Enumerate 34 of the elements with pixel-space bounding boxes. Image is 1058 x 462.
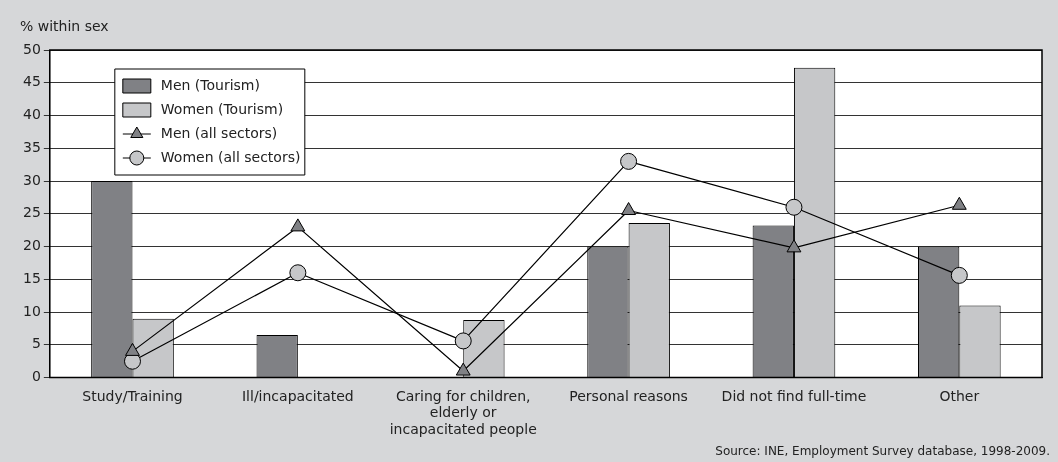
point <box>620 152 638 170</box>
y-tick-label: 0 <box>31 368 41 385</box>
point <box>289 264 307 282</box>
point <box>125 342 140 356</box>
legend-label: Men (all sectors) <box>160 124 278 141</box>
point <box>621 202 637 216</box>
y-tick-label: 10 <box>22 302 41 319</box>
y-tick-label: 40 <box>22 106 41 123</box>
y-tick-label: 50 <box>22 40 41 57</box>
x-tick-label: Ill/incapacitated <box>241 387 354 404</box>
legend-label: Men (Tourism) <box>160 76 260 93</box>
point <box>950 266 968 284</box>
y-tick-label: 30 <box>22 171 41 188</box>
y-tick-label: 25 <box>22 204 41 221</box>
point <box>290 218 306 232</box>
point <box>454 332 472 350</box>
y-tick-label: 20 <box>22 237 41 254</box>
source-note: Source: INE, Employment Survey database, 1998-2009. <box>715 444 1050 459</box>
x-tick-label: Personal reasons <box>569 387 688 404</box>
y-tick-label: 15 <box>22 269 41 286</box>
x-tick-label: Did not find full-time <box>721 387 867 404</box>
x-tick-label: Other <box>939 387 980 404</box>
point <box>455 362 471 376</box>
legend-label: Women (Tourism) <box>160 100 284 117</box>
y-axis-title: % within sex <box>20 17 109 34</box>
legend-label: Women (all sectors) <box>160 148 301 165</box>
point <box>785 198 803 216</box>
y-tick-label: 45 <box>22 73 41 90</box>
point <box>951 196 967 210</box>
x-tick-label: Caring for children, elderly or incapacitated people <box>389 387 537 438</box>
y-tick-label: 35 <box>22 138 41 155</box>
x-tick-label: Study/Training <box>82 387 183 404</box>
y-tick-label: 5 <box>31 335 41 352</box>
point <box>786 239 802 253</box>
